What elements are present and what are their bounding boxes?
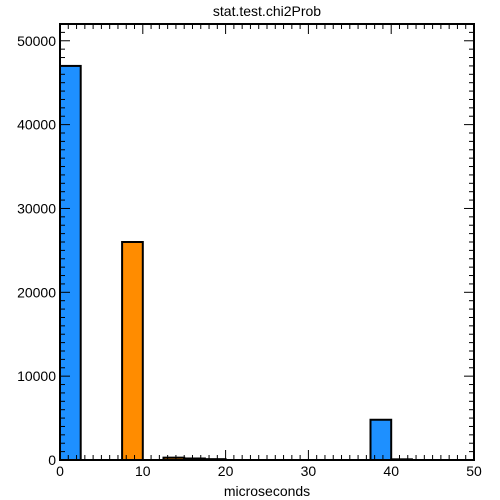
x-tick-label: 30: [301, 463, 317, 479]
x-tick-label: 10: [135, 463, 151, 479]
x-tick-label: 0: [56, 463, 64, 479]
bar-1: [121, 241, 144, 461]
y-tick-label: 10000: [17, 368, 56, 384]
tick-labels-group: 0 10 20 30 40 50 0 10000 20000 30000 40000 50000: [17, 33, 482, 479]
y-tick-label: 50000: [17, 33, 56, 49]
bar-5: [369, 418, 393, 461]
plot-frame: [59, 23, 475, 461]
y-tick-label: 20000: [17, 284, 56, 300]
y-tick-label: 0: [48, 452, 56, 468]
bars-group: [59, 64, 413, 462]
chart-title: stat.test.chi2Prob: [213, 3, 321, 19]
x-axis-title: microseconds: [224, 483, 310, 499]
y-tick-label: 40000: [17, 117, 56, 133]
x-tick-label: 40: [383, 463, 399, 479]
x-tick-label: 50: [466, 463, 482, 479]
x-tick-label: 20: [218, 463, 234, 479]
y-tick-label: 30000: [17, 200, 56, 216]
